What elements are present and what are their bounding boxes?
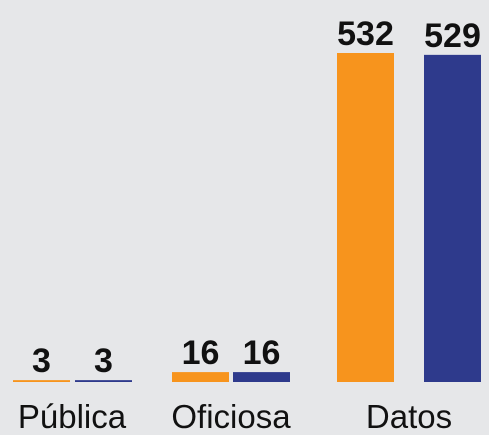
value-label: 16: [243, 334, 281, 372]
category-label: Oficiosa: [171, 398, 291, 435]
value-label: 529: [424, 17, 481, 55]
category-label: Datos: [366, 398, 452, 435]
bar: [233, 372, 290, 382]
value-label: 532: [337, 15, 394, 53]
value-label: 3: [32, 342, 51, 380]
bar: [75, 380, 132, 382]
bar: [172, 372, 229, 382]
category-label: Pública: [18, 398, 127, 435]
bar: [337, 53, 394, 382]
bar: [13, 380, 70, 382]
value-label: 16: [182, 334, 220, 372]
bar: [424, 54, 481, 383]
value-label: 3: [94, 342, 113, 380]
